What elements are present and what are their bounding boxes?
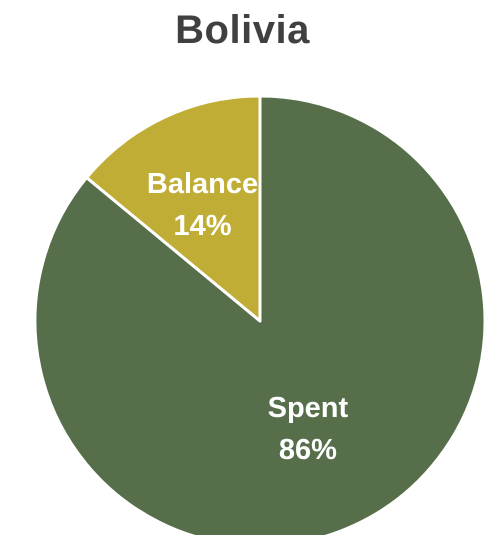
- pie-slice-spent: [33, 94, 485, 535]
- slice-percent-balance: 14%: [173, 210, 231, 242]
- labels-layer: Spent 86% Balance 14%: [147, 168, 349, 466]
- slice-label-spent: Spent: [268, 392, 349, 424]
- slices-layer: [33, 94, 485, 535]
- slice-label-balance: Balance: [147, 168, 258, 200]
- pie-slice-balance: [85, 94, 262, 323]
- chart-title: Bolivia: [175, 8, 310, 52]
- slice-percent-spent: 86%: [279, 434, 337, 466]
